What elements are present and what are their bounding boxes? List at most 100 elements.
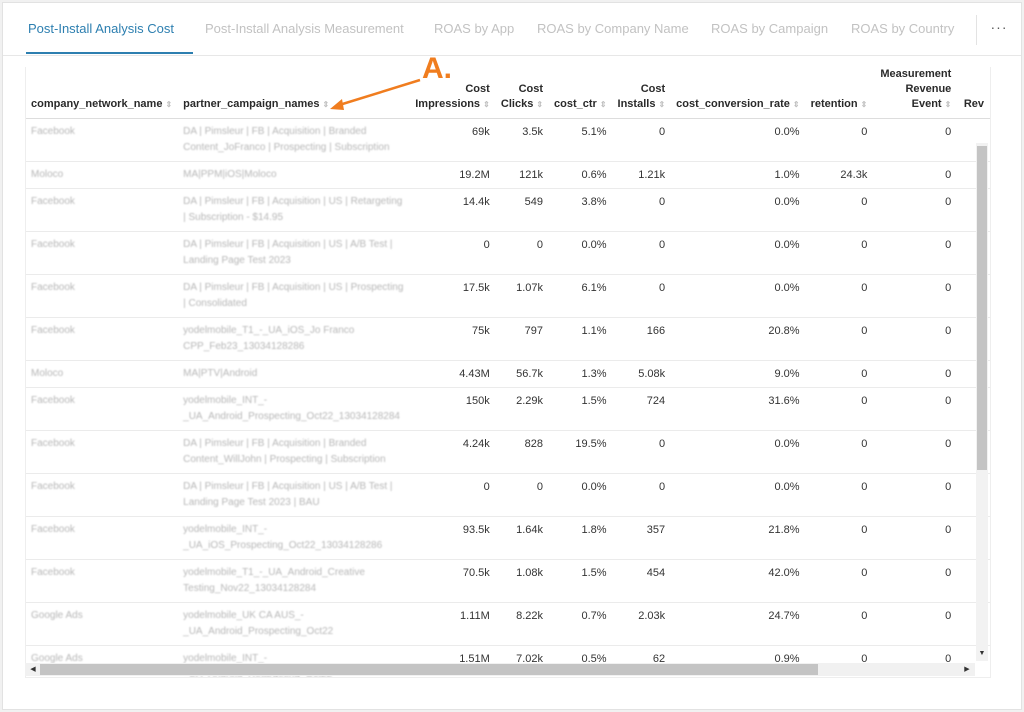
cell-impressions: 1.11M bbox=[410, 602, 496, 646]
annotation-arrow-icon bbox=[330, 78, 421, 110]
table-row[interactable]: Facebook yodelmobile_INT_-_UA_iOS_Prospec… bbox=[26, 516, 990, 560]
table-row[interactable]: Facebook DA | Pimsleur | FB | Acquisition… bbox=[26, 118, 990, 162]
column-header-cost-impressions[interactable]: Cost Impressions ⇕ bbox=[410, 67, 496, 119]
column-header-retention[interactable]: retention ⇕ bbox=[805, 67, 874, 119]
scroll-left-arrow-icon[interactable]: ◀ bbox=[30, 666, 36, 673]
cell-clicks: 1.08k bbox=[495, 559, 550, 603]
vertical-scrollbar-thumb[interactable] bbox=[977, 146, 987, 470]
cell-event: 0 bbox=[873, 387, 958, 431]
sort-icon[interactable]: ⇕ bbox=[483, 100, 490, 109]
cell-network: Facebook bbox=[26, 317, 179, 361]
cell-network: Facebook bbox=[26, 118, 179, 162]
horizontal-scrollbar-thumb[interactable] bbox=[40, 664, 818, 675]
table-row[interactable]: Facebook DA | Pimsleur | FB | Acquisition… bbox=[26, 231, 990, 275]
cell-campaign: DA | Pimsleur | FB | Acquisition | Brand… bbox=[178, 430, 411, 474]
tab-roas-by-app[interactable]: ROAS by App bbox=[434, 21, 515, 36]
cell-event: 0 bbox=[873, 161, 958, 189]
tab-post-install-analysis-measurement[interactable]: Post-Install Analysis Measurement bbox=[205, 21, 404, 36]
scroll-right-arrow-icon[interactable]: ▶ bbox=[964, 666, 970, 673]
cell-campaign: DA | Pimsleur | FB | Acquisition | US | … bbox=[178, 231, 411, 275]
table-row[interactable]: Facebook yodelmobile_T1_-_UA_Android_Crea… bbox=[26, 559, 990, 603]
cell-ctr: 0.7% bbox=[549, 602, 613, 646]
cell-network: Facebook bbox=[26, 387, 179, 431]
sort-icon[interactable]: ⇕ bbox=[792, 100, 800, 109]
cell-installs: 2.03k bbox=[612, 602, 672, 646]
sort-icon[interactable]: ⇕ bbox=[322, 100, 330, 109]
cell-impressions: 17.5k bbox=[410, 274, 496, 318]
header-label: cost_conversion_rate bbox=[676, 98, 790, 110]
cell-conv: 31.6% bbox=[671, 387, 806, 431]
cell-conv: 0.0% bbox=[671, 430, 806, 474]
cell-installs: 0 bbox=[612, 473, 672, 517]
cell-network: Moloco bbox=[26, 360, 179, 388]
cell-ctr: 1.5% bbox=[549, 559, 613, 603]
cell-event: 0 bbox=[873, 602, 958, 646]
cell-campaign: yodelmobile_T1_-_UA_iOS_Jo Franco CPP_Fe… bbox=[178, 317, 411, 361]
cell-event: 0 bbox=[873, 231, 958, 275]
cell-campaign: yodelmobile_T1_-_UA_Android_Creative Tes… bbox=[178, 559, 411, 603]
cell-retention: 0 bbox=[805, 360, 874, 388]
table-row[interactable]: Facebook yodelmobile_T1_-_UA_iOS_Jo Franc… bbox=[26, 317, 990, 361]
cell-campaign: yodelmobile_INT_-_UA_iOS_Prospecting_Oct… bbox=[178, 516, 411, 560]
cell-conv: 0.0% bbox=[671, 231, 806, 275]
cell-network: Moloco bbox=[26, 161, 179, 189]
table-header-row: company_network_name ⇕ partner_campaign_na… bbox=[26, 67, 990, 119]
cell-network: Facebook bbox=[26, 231, 179, 275]
tab-post-install-analysis-cost[interactable]: Post-Install Analysis Cost bbox=[28, 21, 174, 36]
sort-icon[interactable]: ⇕ bbox=[658, 100, 666, 109]
cell-campaign: DA | Pimsleur | FB | Acquisition | Brand… bbox=[178, 118, 411, 162]
column-header-cost-clicks[interactable]: Cost Clicks ⇕ bbox=[495, 67, 550, 119]
column-header-cost-conversion-rate[interactable]: cost_conversion_rate ⇕ bbox=[671, 67, 806, 119]
column-header-partner-campaign-names[interactable]: partner_campaign_names ⇕ bbox=[178, 67, 411, 119]
table-row[interactable]: Moloco MA|PPM|iOS|Moloco 19.2M 121k 0.6% 1.21… bbox=[26, 161, 990, 189]
tab-roas-by-company-name[interactable]: ROAS by Company Name bbox=[537, 21, 689, 36]
header-label: partner_campaign_names bbox=[183, 98, 320, 110]
cell-ctr: 19.5% bbox=[549, 430, 613, 474]
tabs-divider bbox=[976, 15, 977, 45]
table-row[interactable]: Facebook yodelmobile_INT_-_UA_Android_Pro… bbox=[26, 387, 990, 431]
header-label: Impressions bbox=[415, 98, 481, 110]
column-header-measurement-revenue-event[interactable]: Measurement Revenue Event ⇕ bbox=[873, 67, 958, 119]
table-row[interactable]: Facebook DA | Pimsleur | FB | Acquisition… bbox=[26, 188, 990, 232]
cell-network: Google Ads bbox=[26, 602, 179, 646]
cell-retention: 0 bbox=[805, 118, 874, 162]
cell-event: 0 bbox=[873, 516, 958, 560]
more-options-button[interactable]: ··· bbox=[990, 19, 1008, 35]
cell-installs: 0 bbox=[612, 430, 672, 474]
cell-ctr: 1.8% bbox=[549, 516, 613, 560]
cell-clicks: 8.22k bbox=[495, 602, 550, 646]
cell-impressions: 0 bbox=[410, 473, 496, 517]
tab-roas-by-country[interactable]: ROAS by Country bbox=[851, 21, 955, 36]
table-row[interactable]: Google Ads yodelmobile_UK CA AUS_-_UA_And… bbox=[26, 602, 990, 646]
column-header-company-network-name[interactable]: company_network_name ⇕ bbox=[26, 67, 179, 119]
sort-icon[interactable]: ⇕ bbox=[536, 100, 544, 109]
table-row[interactable]: Facebook DA | Pimsleur | FB | Acquisition… bbox=[26, 274, 990, 318]
table-row[interactable]: Facebook DA | Pimsleur | FB | Acquisition… bbox=[26, 430, 990, 474]
header-label: Rev bbox=[963, 98, 984, 110]
cell-event: 0 bbox=[873, 360, 958, 388]
cell-clicks: 0 bbox=[495, 473, 550, 517]
header-label: Measurement bbox=[880, 68, 952, 80]
cell-impressions: 0 bbox=[410, 231, 496, 275]
cell-clicks: 56.7k bbox=[495, 360, 550, 388]
cell-clicks: 0 bbox=[495, 231, 550, 275]
table-row[interactable]: Facebook DA | Pimsleur | FB | Acquisition… bbox=[26, 473, 990, 517]
sort-icon[interactable]: ⇕ bbox=[944, 100, 952, 109]
sort-icon[interactable]: ⇕ bbox=[860, 100, 868, 109]
cell-event: 0 bbox=[873, 430, 958, 474]
cell-ctr: 5.1% bbox=[549, 118, 613, 162]
cell-impressions: 93.5k bbox=[410, 516, 496, 560]
cell-clicks: 1.07k bbox=[495, 274, 550, 318]
tab-roas-by-campaign[interactable]: ROAS by Campaign bbox=[711, 21, 829, 36]
cell-impressions: 19.2M bbox=[410, 161, 496, 189]
sort-icon[interactable]: ⇕ bbox=[165, 100, 173, 109]
cell-clicks: 549 bbox=[495, 188, 550, 232]
column-header-rev[interactable]: Rev bbox=[957, 67, 990, 119]
column-header-cost-installs[interactable]: Cost Installs ⇕ bbox=[612, 67, 672, 119]
sort-icon[interactable]: ⇕ bbox=[599, 100, 607, 109]
cell-network: Facebook bbox=[26, 559, 179, 603]
column-header-cost-ctr[interactable]: cost_ctr ⇕ bbox=[549, 67, 613, 119]
header-label: Cost bbox=[640, 83, 666, 95]
scroll-down-arrow-icon[interactable]: ▼ bbox=[978, 650, 986, 657]
table-row[interactable]: Moloco MA|PTV|Android 4.43M 56.7k 1.3% 5.08k 9… bbox=[26, 360, 990, 388]
